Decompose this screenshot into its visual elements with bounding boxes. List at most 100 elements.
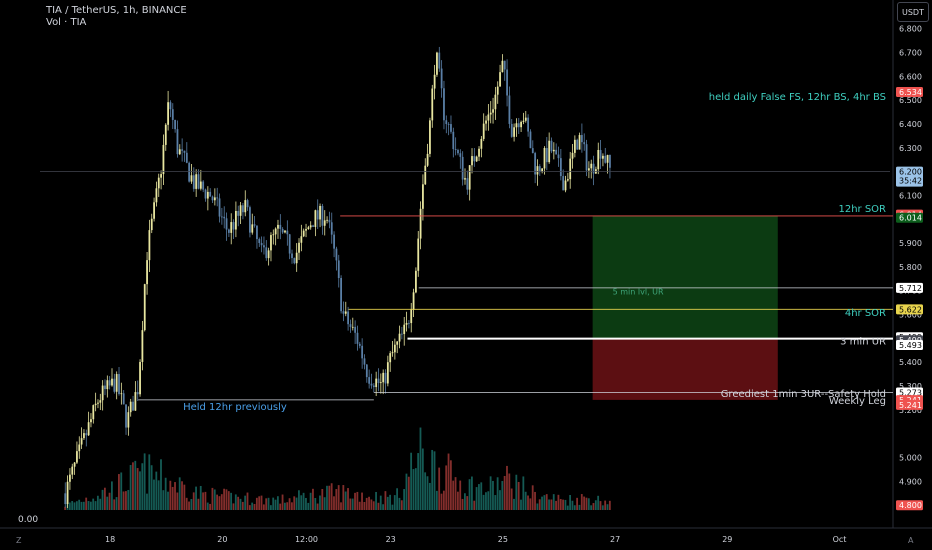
candle-body (454, 149, 457, 151)
candle-body (242, 205, 244, 213)
price-tick-label: 6.500 (899, 96, 922, 105)
volume-bar (148, 454, 151, 510)
candle-body (443, 88, 445, 121)
countdown-timer: 35:42 (899, 177, 922, 186)
candle-body (213, 197, 216, 201)
volume-bar (326, 485, 328, 510)
candle-body (363, 358, 366, 365)
candle-body (129, 401, 132, 413)
candle-body (312, 225, 314, 227)
candle-body (347, 311, 350, 325)
volume-bar (220, 494, 223, 510)
volume-bar (330, 483, 333, 510)
volume-bar (295, 497, 298, 510)
volume-bar (293, 496, 296, 510)
volume-bar (78, 499, 81, 510)
loss-zone (592, 338, 778, 400)
volume-bar (407, 476, 410, 510)
candle-body (249, 207, 251, 233)
candle-body (169, 102, 172, 110)
candle-body (239, 205, 242, 216)
volume-bar (96, 495, 99, 510)
chart-annotation: held daily False FS, 12hr BS, 4hr BS (709, 92, 886, 103)
candle-body (167, 102, 170, 125)
price-tick-label: 5.200 (899, 406, 922, 415)
volume-bar (143, 453, 146, 510)
candle-body (115, 374, 118, 392)
auto-scale-icon[interactable]: A (908, 536, 914, 545)
candle-body (503, 60, 506, 70)
candle-body (97, 402, 99, 404)
candle-body (508, 95, 511, 124)
candle-body (108, 380, 111, 386)
timezone-icon[interactable]: Z (16, 536, 22, 545)
volume-bar (592, 503, 595, 510)
candle-body (534, 153, 537, 175)
price-axis-badge (896, 166, 923, 187)
volume-bar (274, 499, 277, 510)
volume-bar (319, 495, 321, 510)
candle-body (592, 163, 595, 174)
volume-bar (550, 499, 553, 510)
candle-body (548, 140, 551, 163)
volume-bar (445, 465, 448, 510)
candle-body (461, 156, 464, 180)
volume-bar (580, 494, 583, 510)
time-tick-label: Oct (833, 535, 847, 544)
candle-body (354, 326, 357, 333)
candle-body (573, 139, 576, 153)
candle-body (471, 156, 473, 166)
volume-bar (118, 474, 120, 510)
volume-bar (599, 501, 602, 510)
candle-body (326, 219, 328, 221)
volume-bar (510, 488, 513, 510)
volume-bar (393, 495, 396, 510)
volume-bar (424, 472, 427, 510)
volume-bar (267, 497, 270, 510)
candle-body (192, 175, 195, 189)
price-tick-label: 4.900 (899, 477, 922, 486)
candle-body (384, 372, 387, 384)
candle-body (174, 119, 177, 130)
volume-bar (389, 494, 391, 510)
candle-body (293, 258, 296, 264)
candle-body (309, 225, 312, 228)
candle-body (295, 252, 298, 264)
candle-body (356, 332, 359, 344)
candle-body (141, 330, 144, 362)
candle-body (522, 120, 525, 122)
volume-bar (417, 453, 420, 510)
candle-body (127, 412, 130, 428)
candle-body (78, 444, 81, 452)
volume-bar (314, 497, 317, 510)
volume-bar (89, 501, 92, 510)
candle-body (494, 94, 497, 110)
volume-bar (269, 505, 272, 510)
candle-body (171, 109, 174, 120)
volume-bar (536, 503, 539, 510)
volume-bar (351, 498, 354, 510)
candle-body (412, 292, 415, 310)
candle-body (99, 400, 102, 403)
volume-bar (283, 502, 286, 510)
volume-bar (431, 449, 434, 510)
volume-bar (162, 490, 165, 510)
level-label: Greediest 1min 3UR--Safety Hold (721, 389, 886, 400)
volume-bar (323, 497, 326, 510)
candle-body (321, 205, 324, 226)
candle-body (162, 144, 165, 175)
volume-bar (227, 491, 230, 510)
volume-bar (501, 481, 504, 510)
volume-bar (442, 490, 445, 510)
volume-bar (87, 501, 90, 510)
volume-bar (174, 482, 176, 510)
candle-body (536, 166, 539, 175)
volume-bar (347, 488, 349, 510)
volume-bar (564, 499, 567, 510)
volume-bar (153, 479, 155, 510)
volume-bar (384, 491, 387, 510)
currency-button[interactable]: USDT (897, 2, 929, 22)
candle-body (609, 154, 611, 168)
volume-bar (80, 501, 83, 510)
